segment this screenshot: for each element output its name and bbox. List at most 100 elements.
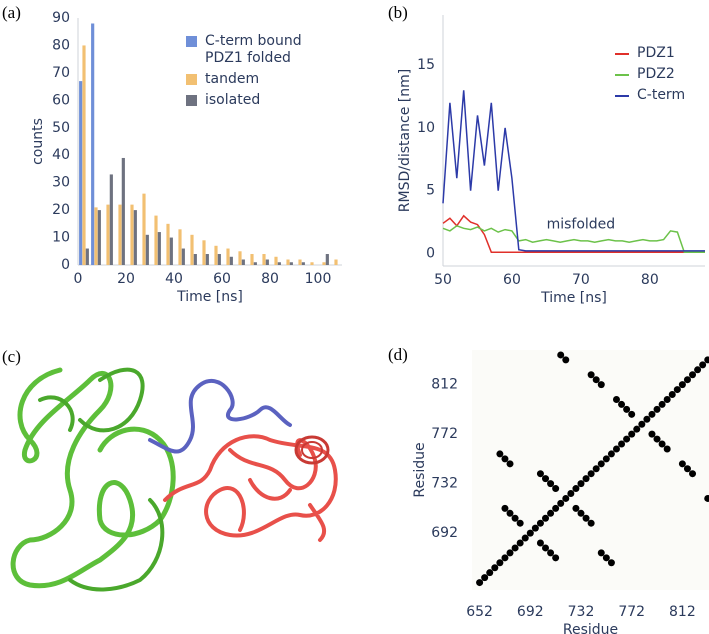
plot-area [79, 23, 338, 265]
x-tick-label: 70 [572, 272, 590, 288]
point [694, 366, 702, 374]
point [542, 544, 550, 552]
legend-entry: PDZ1 [615, 45, 685, 62]
point [587, 371, 595, 379]
point [476, 579, 484, 587]
point [486, 569, 494, 577]
point [587, 519, 595, 527]
point [673, 386, 681, 394]
legend-label: PDZ2 [637, 66, 675, 82]
line [442, 90, 705, 252]
bar [145, 234, 149, 265]
point [531, 524, 539, 532]
x-axis-label: Time [ns] [540, 290, 607, 306]
x-tick-label: 772 [618, 604, 645, 620]
point [699, 361, 707, 369]
point [618, 440, 626, 448]
legend-entry: tandem [186, 71, 316, 88]
bar [181, 248, 185, 265]
point [506, 509, 514, 517]
bar [130, 204, 134, 265]
point [597, 460, 605, 468]
point [658, 400, 666, 408]
x-tick-label: 60 [213, 271, 231, 287]
legend-swatch [615, 53, 629, 55]
point [648, 410, 656, 418]
legend-swatch [615, 74, 629, 76]
y-tick-label: 40 [52, 147, 70, 163]
panel-label: (c) [2, 347, 21, 366]
point [552, 554, 560, 562]
bar [322, 262, 326, 265]
y-tick-label: 10 [417, 120, 435, 136]
point [552, 504, 560, 512]
bar [277, 262, 281, 265]
y-tick-label: 10 [52, 230, 70, 246]
x-tick-label: 60 [503, 272, 521, 288]
legend-label: tandem [205, 71, 260, 87]
x-tick-label: 80 [641, 272, 659, 288]
point [496, 450, 504, 458]
point [689, 371, 697, 379]
point [628, 410, 636, 418]
point [607, 450, 615, 458]
point [678, 381, 686, 389]
point [597, 549, 605, 557]
line [442, 214, 705, 253]
point [587, 470, 595, 478]
point [683, 465, 691, 473]
point [547, 480, 555, 488]
legend: C-term bound PDZ1 folded tandem isolated [186, 33, 316, 113]
bar [133, 210, 137, 265]
bar [91, 23, 95, 265]
bar [106, 204, 110, 265]
y-tick-label: 0 [61, 257, 70, 273]
point [602, 554, 610, 562]
x-tick-label: 20 [117, 271, 135, 287]
bar [118, 204, 122, 265]
bar [214, 245, 218, 265]
y-tick-label: 692 [431, 525, 458, 541]
point [597, 381, 605, 389]
point [683, 376, 691, 384]
x-tick-label: 732 [568, 604, 595, 620]
bar [229, 256, 233, 265]
bar [286, 259, 290, 265]
point [572, 485, 580, 493]
legend-label: PDZ1 [637, 45, 675, 61]
y-tick-label: 15 [417, 57, 435, 73]
point [491, 564, 499, 572]
bar [109, 174, 113, 265]
y-tick-label: 5 [426, 183, 435, 199]
point [567, 490, 575, 498]
plot-area [476, 351, 709, 587]
bar [334, 259, 338, 265]
line [442, 224, 705, 253]
bar [202, 240, 206, 265]
point [501, 504, 509, 512]
bar [262, 254, 266, 265]
bar [205, 254, 209, 265]
legend-label: isolated [205, 92, 261, 108]
legend-entry: C-term bound PDZ1 folded [186, 33, 316, 67]
y-tick-label: 70 [52, 65, 70, 81]
point [521, 534, 529, 542]
x-tick-label: 40 [165, 271, 183, 287]
point [562, 494, 570, 502]
x-tick-label: 80 [261, 271, 279, 287]
y-tick-label: 60 [52, 92, 70, 108]
point [547, 509, 555, 517]
point [633, 425, 641, 433]
point [653, 435, 661, 443]
point [562, 356, 570, 364]
y-tick-label: 772 [431, 426, 458, 442]
point [623, 435, 631, 443]
bar [265, 259, 269, 265]
legend: PDZ1 PDZ2 C-term [615, 45, 685, 108]
annotation: misfolded [547, 217, 616, 233]
point [663, 395, 671, 403]
legend-entry: isolated [186, 92, 316, 109]
point [643, 415, 651, 423]
bar [121, 157, 125, 265]
